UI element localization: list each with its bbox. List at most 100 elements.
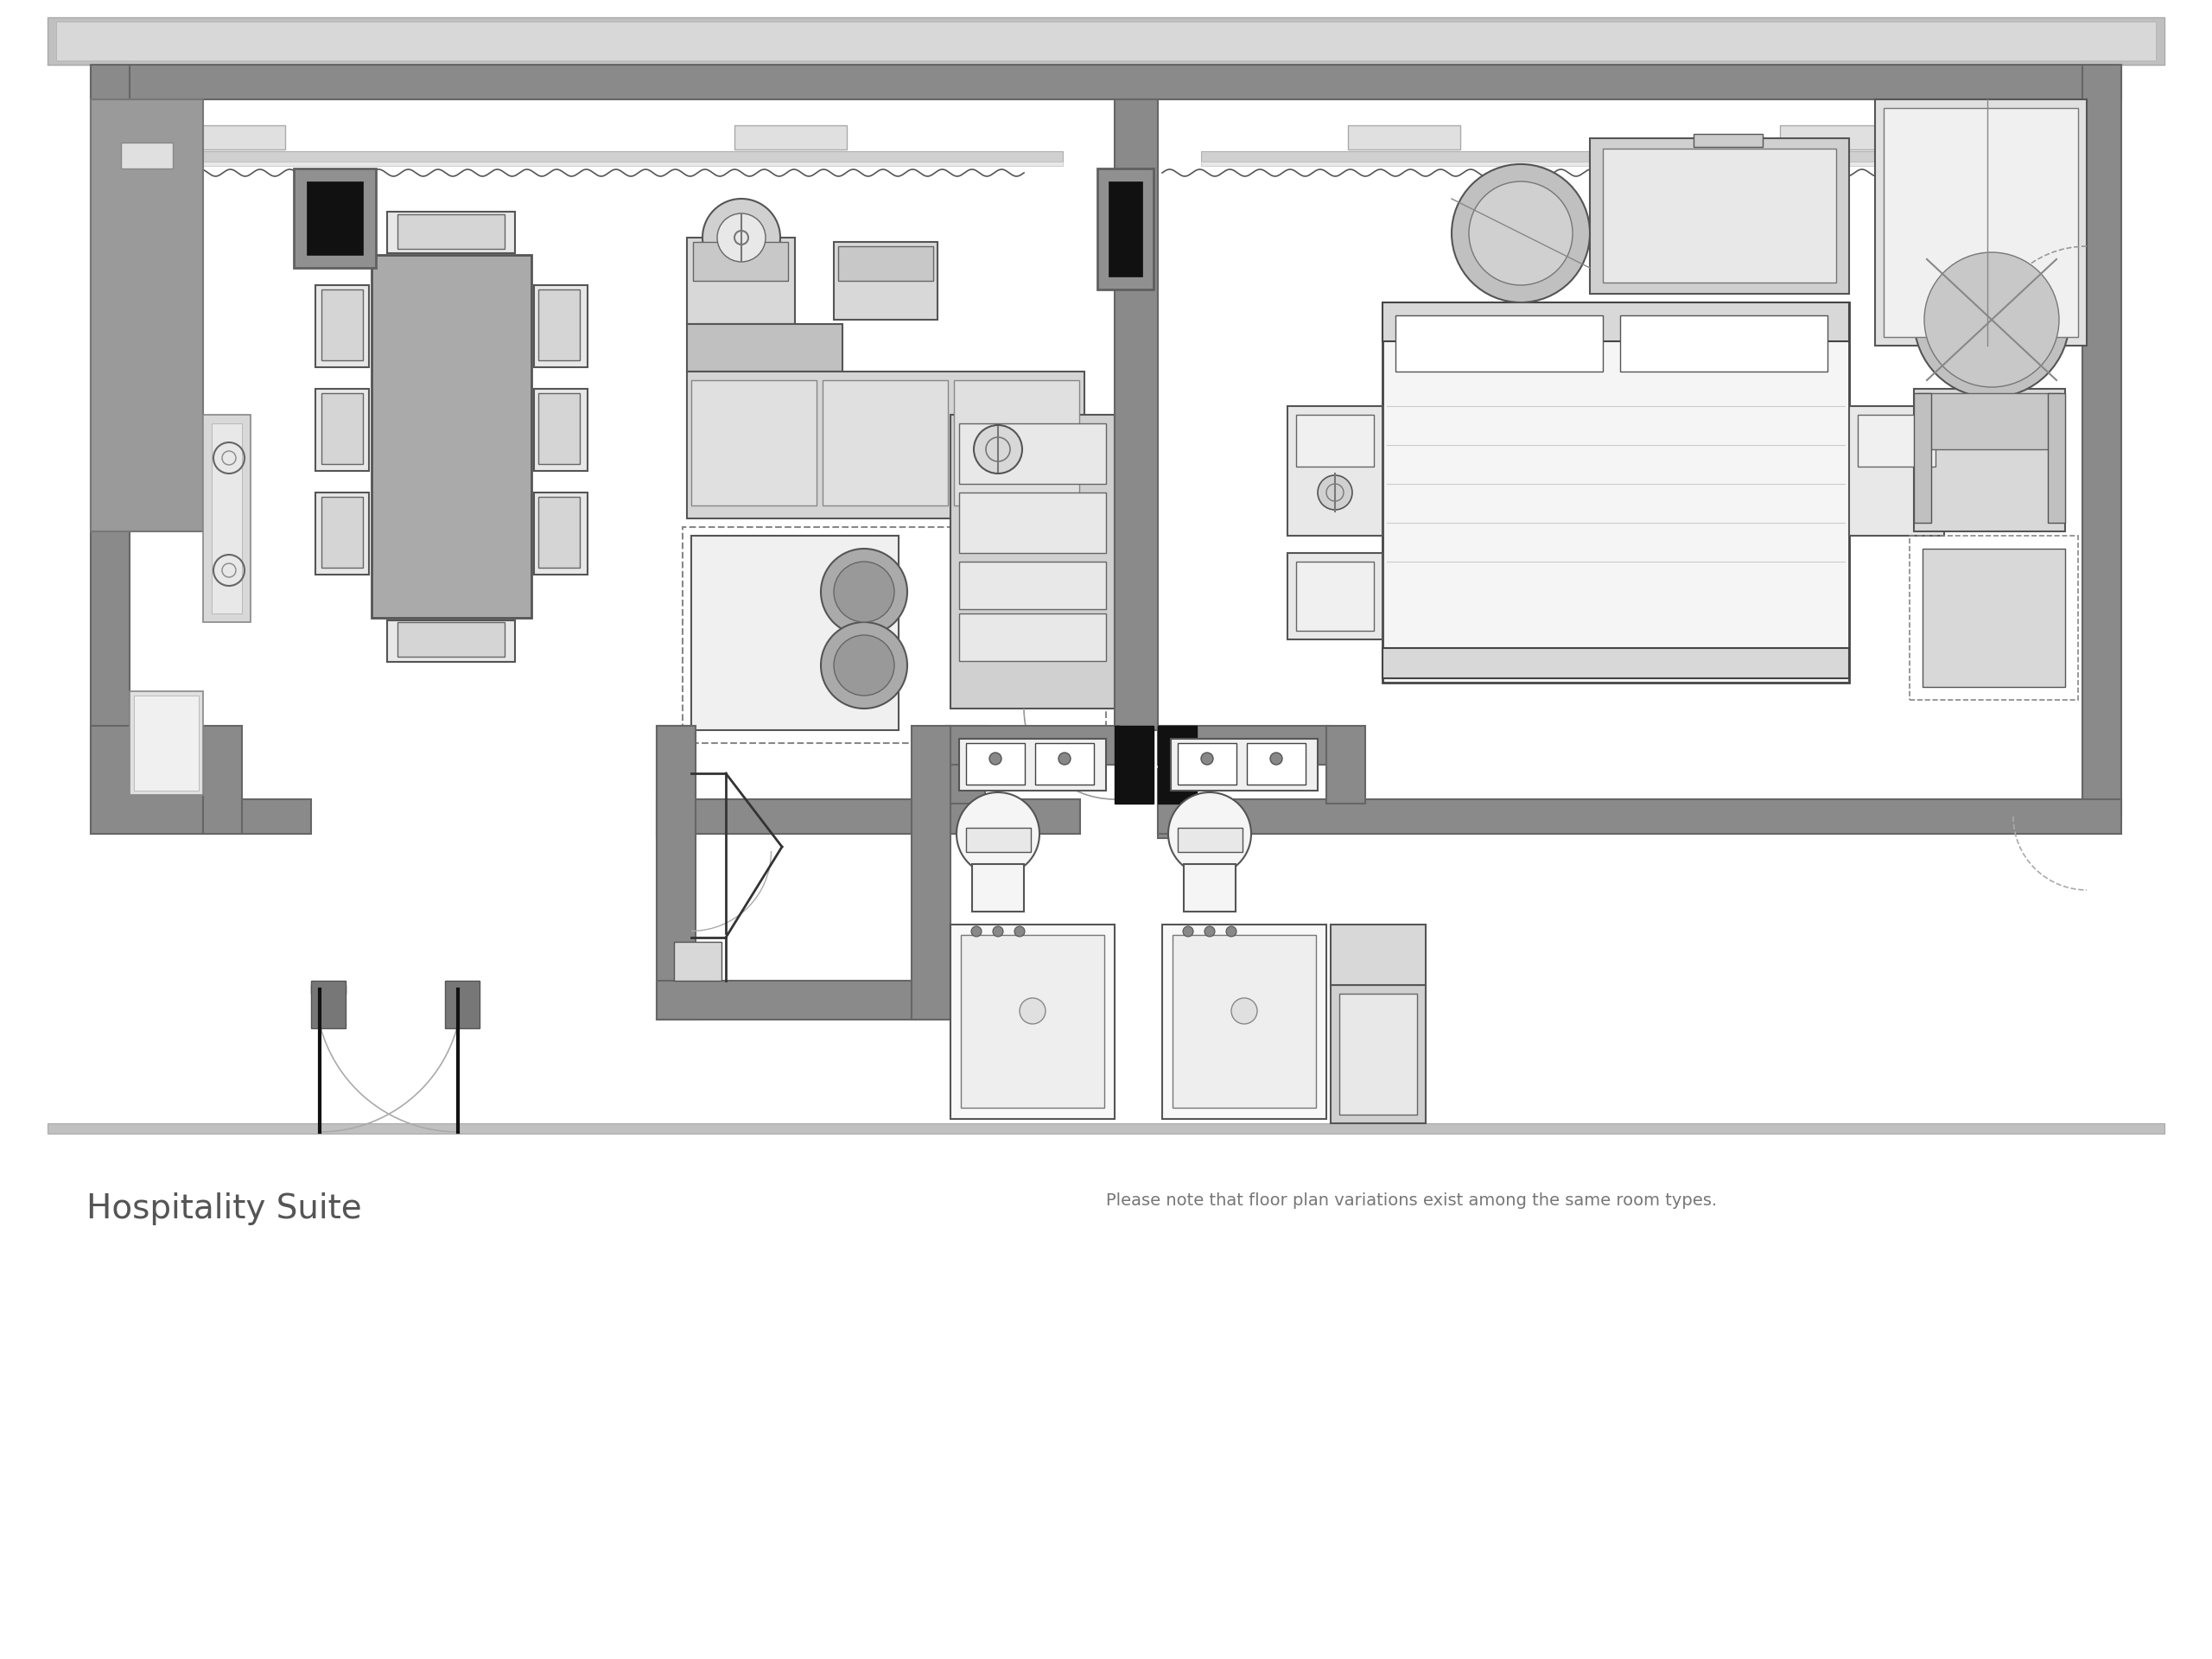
Bar [46, 17, 2166, 65]
Circle shape [971, 926, 982, 937]
Bar [953, 380, 1079, 506]
Bar [1604, 149, 1836, 282]
Bar [688, 372, 1084, 518]
Bar [398, 622, 504, 657]
Bar [316, 388, 369, 471]
Bar [1332, 985, 1427, 1123]
Text: Please note that floor plan variations exist among the same room types.: Please note that floor plan variations e… [1106, 1193, 1717, 1209]
Bar [533, 388, 588, 471]
Bar [1849, 406, 1944, 536]
Bar [1694, 134, 1763, 148]
Bar [312, 980, 345, 1029]
Bar [533, 285, 588, 367]
Bar [1885, 108, 2077, 337]
Bar [1347, 126, 1460, 149]
Bar [131, 692, 204, 795]
Bar [951, 924, 1115, 1118]
Bar [321, 289, 363, 360]
Bar [1157, 727, 1197, 803]
Circle shape [834, 635, 894, 695]
Bar [911, 727, 951, 1020]
Bar [971, 864, 1024, 911]
Bar [398, 214, 504, 249]
Bar [690, 380, 816, 506]
Circle shape [1451, 164, 1590, 302]
Bar [312, 985, 345, 994]
Bar [1590, 138, 1849, 294]
Bar [91, 727, 204, 834]
Bar [212, 423, 241, 614]
Circle shape [993, 926, 1004, 937]
Bar [1858, 415, 1936, 466]
Bar [1115, 100, 1157, 730]
Circle shape [1469, 181, 1573, 285]
Bar [533, 493, 588, 574]
Bar [1382, 302, 1849, 682]
Circle shape [989, 753, 1002, 765]
Bar [838, 246, 933, 280]
Bar [675, 942, 721, 980]
Circle shape [1232, 999, 1256, 1024]
Bar [947, 727, 1119, 765]
Bar [1396, 315, 1604, 372]
Bar [688, 324, 843, 372]
Bar [91, 727, 204, 800]
Bar [321, 393, 363, 465]
Bar [204, 415, 250, 622]
Bar [960, 423, 1106, 484]
Bar [1183, 864, 1237, 911]
Bar [823, 380, 949, 506]
Bar [688, 237, 794, 324]
Bar [1177, 828, 1243, 853]
Bar [1338, 994, 1418, 1115]
Bar [135, 695, 199, 791]
Bar [1157, 727, 1332, 765]
Bar [960, 936, 1104, 1108]
Bar [387, 212, 515, 254]
Circle shape [1206, 926, 1214, 937]
Bar [1157, 800, 2121, 834]
Bar [960, 493, 1106, 552]
Bar [46, 1123, 2166, 1133]
Circle shape [821, 622, 907, 708]
Bar [967, 743, 1024, 785]
Bar [1177, 743, 1237, 785]
Text: Hospitality Suite: Hospitality Suite [86, 1193, 363, 1226]
Bar [1781, 126, 1891, 149]
Bar [1097, 169, 1152, 289]
Bar [684, 528, 1106, 743]
Bar [692, 242, 787, 280]
Bar [834, 242, 938, 320]
Bar [1913, 393, 1931, 523]
Bar [734, 126, 847, 149]
Bar [131, 151, 1062, 161]
Circle shape [956, 793, 1040, 876]
Bar [1157, 770, 1197, 838]
Bar [967, 828, 1031, 853]
Bar [1913, 388, 2066, 531]
Circle shape [1318, 474, 1352, 509]
Bar [2081, 65, 2121, 816]
Bar [1382, 302, 1849, 342]
Bar [657, 727, 695, 838]
Circle shape [1225, 926, 1237, 937]
Bar [372, 255, 531, 617]
Bar [657, 727, 695, 1020]
Bar [131, 161, 1062, 166]
Bar [1296, 562, 1374, 630]
Bar [173, 126, 285, 149]
Bar [91, 65, 131, 800]
Circle shape [717, 214, 765, 262]
Circle shape [1924, 252, 2059, 387]
Bar [538, 289, 580, 360]
Circle shape [1020, 999, 1046, 1024]
Circle shape [834, 562, 894, 622]
Bar [960, 562, 1106, 609]
Bar [307, 181, 363, 255]
Bar [1909, 536, 2077, 700]
Bar [538, 393, 580, 465]
Bar [321, 496, 363, 567]
Bar [91, 800, 312, 834]
Bar [1922, 549, 2066, 687]
Bar [91, 65, 2121, 100]
